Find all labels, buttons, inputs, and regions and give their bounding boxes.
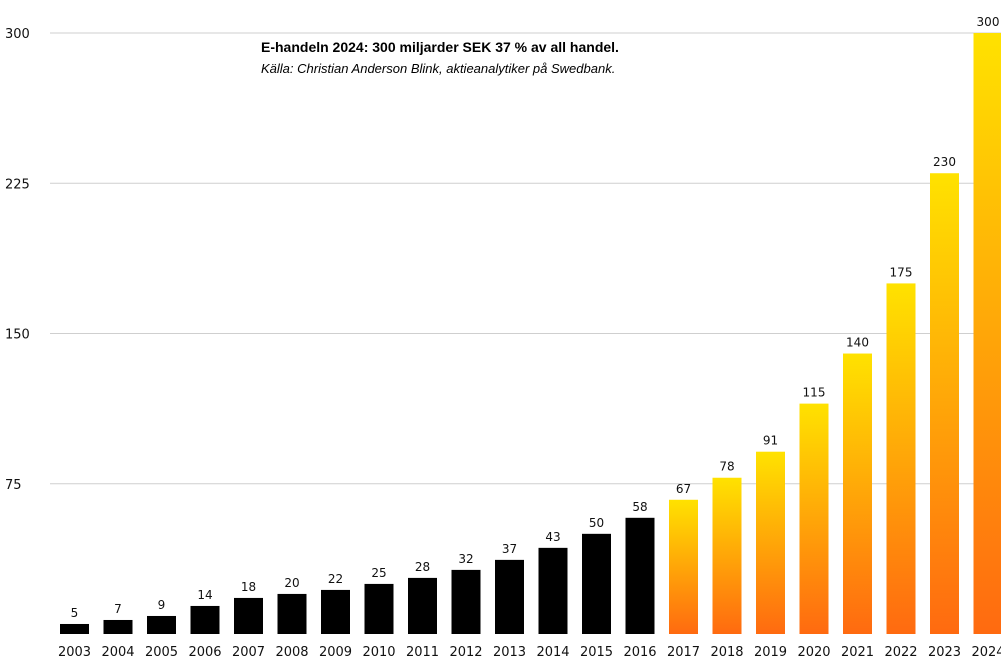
bar-2003 <box>60 623 89 634</box>
bar-2009 <box>321 589 350 634</box>
x-tick-label-2011: 2011 <box>406 645 439 660</box>
data-label-2007: 18 <box>241 580 256 594</box>
data-label-2009: 22 <box>328 572 343 586</box>
x-tick-label-2007: 2007 <box>232 645 265 660</box>
x-tick-label-2020: 2020 <box>797 645 830 660</box>
x-tick-label-2010: 2010 <box>362 645 395 660</box>
data-label-2015: 50 <box>589 516 604 530</box>
x-tick-label-2016: 2016 <box>623 645 656 660</box>
bar-2024 <box>973 33 1001 634</box>
bar-2006 <box>190 605 220 634</box>
chart-title-block: E-handeln 2024: 300 miljarder SEK 37 % a… <box>261 38 619 78</box>
x-tick-label-2022: 2022 <box>884 645 917 660</box>
data-label-2006: 14 <box>197 588 212 602</box>
gridlines <box>50 32 1001 485</box>
bar-2014 <box>538 547 568 634</box>
x-tick-label-2009: 2009 <box>319 645 352 660</box>
x-tick-label-2021: 2021 <box>841 645 874 660</box>
x-tick-label-2008: 2008 <box>275 645 308 660</box>
bars <box>60 33 1001 634</box>
data-label-2022: 175 <box>890 265 913 279</box>
y-tick-label: 75 <box>5 478 22 493</box>
data-label-2010: 25 <box>371 566 386 580</box>
x-tick-label-2013: 2013 <box>493 645 526 660</box>
data-label-2003: 5 <box>71 606 79 620</box>
bar-2012 <box>451 569 481 634</box>
data-label-2005: 9 <box>158 598 166 612</box>
data-label-2021: 140 <box>846 336 869 350</box>
data-label-2024: 300 <box>977 15 1000 29</box>
data-label-2020: 115 <box>803 386 826 400</box>
bar-2015 <box>582 533 611 634</box>
bar-2019 <box>756 451 785 634</box>
bar-2020 <box>799 403 829 634</box>
y-tick-label: 300 <box>5 27 30 42</box>
x-tick-label-2006: 2006 <box>188 645 221 660</box>
x-tick-label-2019: 2019 <box>754 645 787 660</box>
x-tick-label-2018: 2018 <box>710 645 743 660</box>
chart-subtitle: Källa: Christian Anderson Blink, aktiean… <box>261 61 616 76</box>
bar-2008 <box>277 593 307 634</box>
bar-2017 <box>669 499 698 634</box>
data-label-2023: 230 <box>933 155 956 169</box>
data-labels: 5 7 9 14 18 20 22 25 28 32 37 43 50 58 67 78 91 115 140 175… <box>71 15 1000 620</box>
bar-2005 <box>147 615 176 634</box>
x-tick-label-2004: 2004 <box>101 645 134 660</box>
y-tick-label: 225 <box>5 177 30 192</box>
bar-2007 <box>234 597 263 634</box>
x-tick-label-2023: 2023 <box>928 645 961 660</box>
y-tick-label: 150 <box>5 328 30 343</box>
data-label-2017: 67 <box>676 482 691 496</box>
bar-2016 <box>625 517 655 634</box>
bar-2018 <box>712 477 742 634</box>
data-label-2011: 28 <box>415 560 430 574</box>
x-tick-label-2014: 2014 <box>536 645 569 660</box>
x-tick-label-2024: 2024 <box>971 645 1001 660</box>
bar-2011 <box>408 577 437 634</box>
x-tick-label-2017: 2017 <box>667 645 700 660</box>
bar-2010 <box>364 583 394 634</box>
bar-2022 <box>886 283 916 634</box>
x-tick-label-2005: 2005 <box>145 645 178 660</box>
data-label-2008: 20 <box>284 576 299 590</box>
x-tick-label-2012: 2012 <box>449 645 482 660</box>
data-label-2018: 78 <box>719 460 734 474</box>
data-label-2019: 91 <box>763 434 778 448</box>
x-axis: 2003 2004 2005 2006 2007 2008 2009 2010 2011 2012… <box>58 645 1001 660</box>
data-label-2012: 32 <box>458 552 473 566</box>
x-tick-label-2003: 2003 <box>58 645 91 660</box>
data-label-2016: 58 <box>632 500 647 514</box>
bar-2021 <box>843 353 872 634</box>
y-axis: 75 150 225 300 <box>5 27 30 493</box>
bar-2004 <box>103 619 133 634</box>
bar-2023 <box>930 173 959 634</box>
data-label-2013: 37 <box>502 542 517 556</box>
data-label-2014: 43 <box>545 530 560 544</box>
data-label-2004: 7 <box>114 602 122 616</box>
x-tick-label-2015: 2015 <box>580 645 613 660</box>
bar-2013 <box>495 559 524 634</box>
chart-title: E-handeln 2024: 300 miljarder SEK 37 % a… <box>261 39 619 55</box>
